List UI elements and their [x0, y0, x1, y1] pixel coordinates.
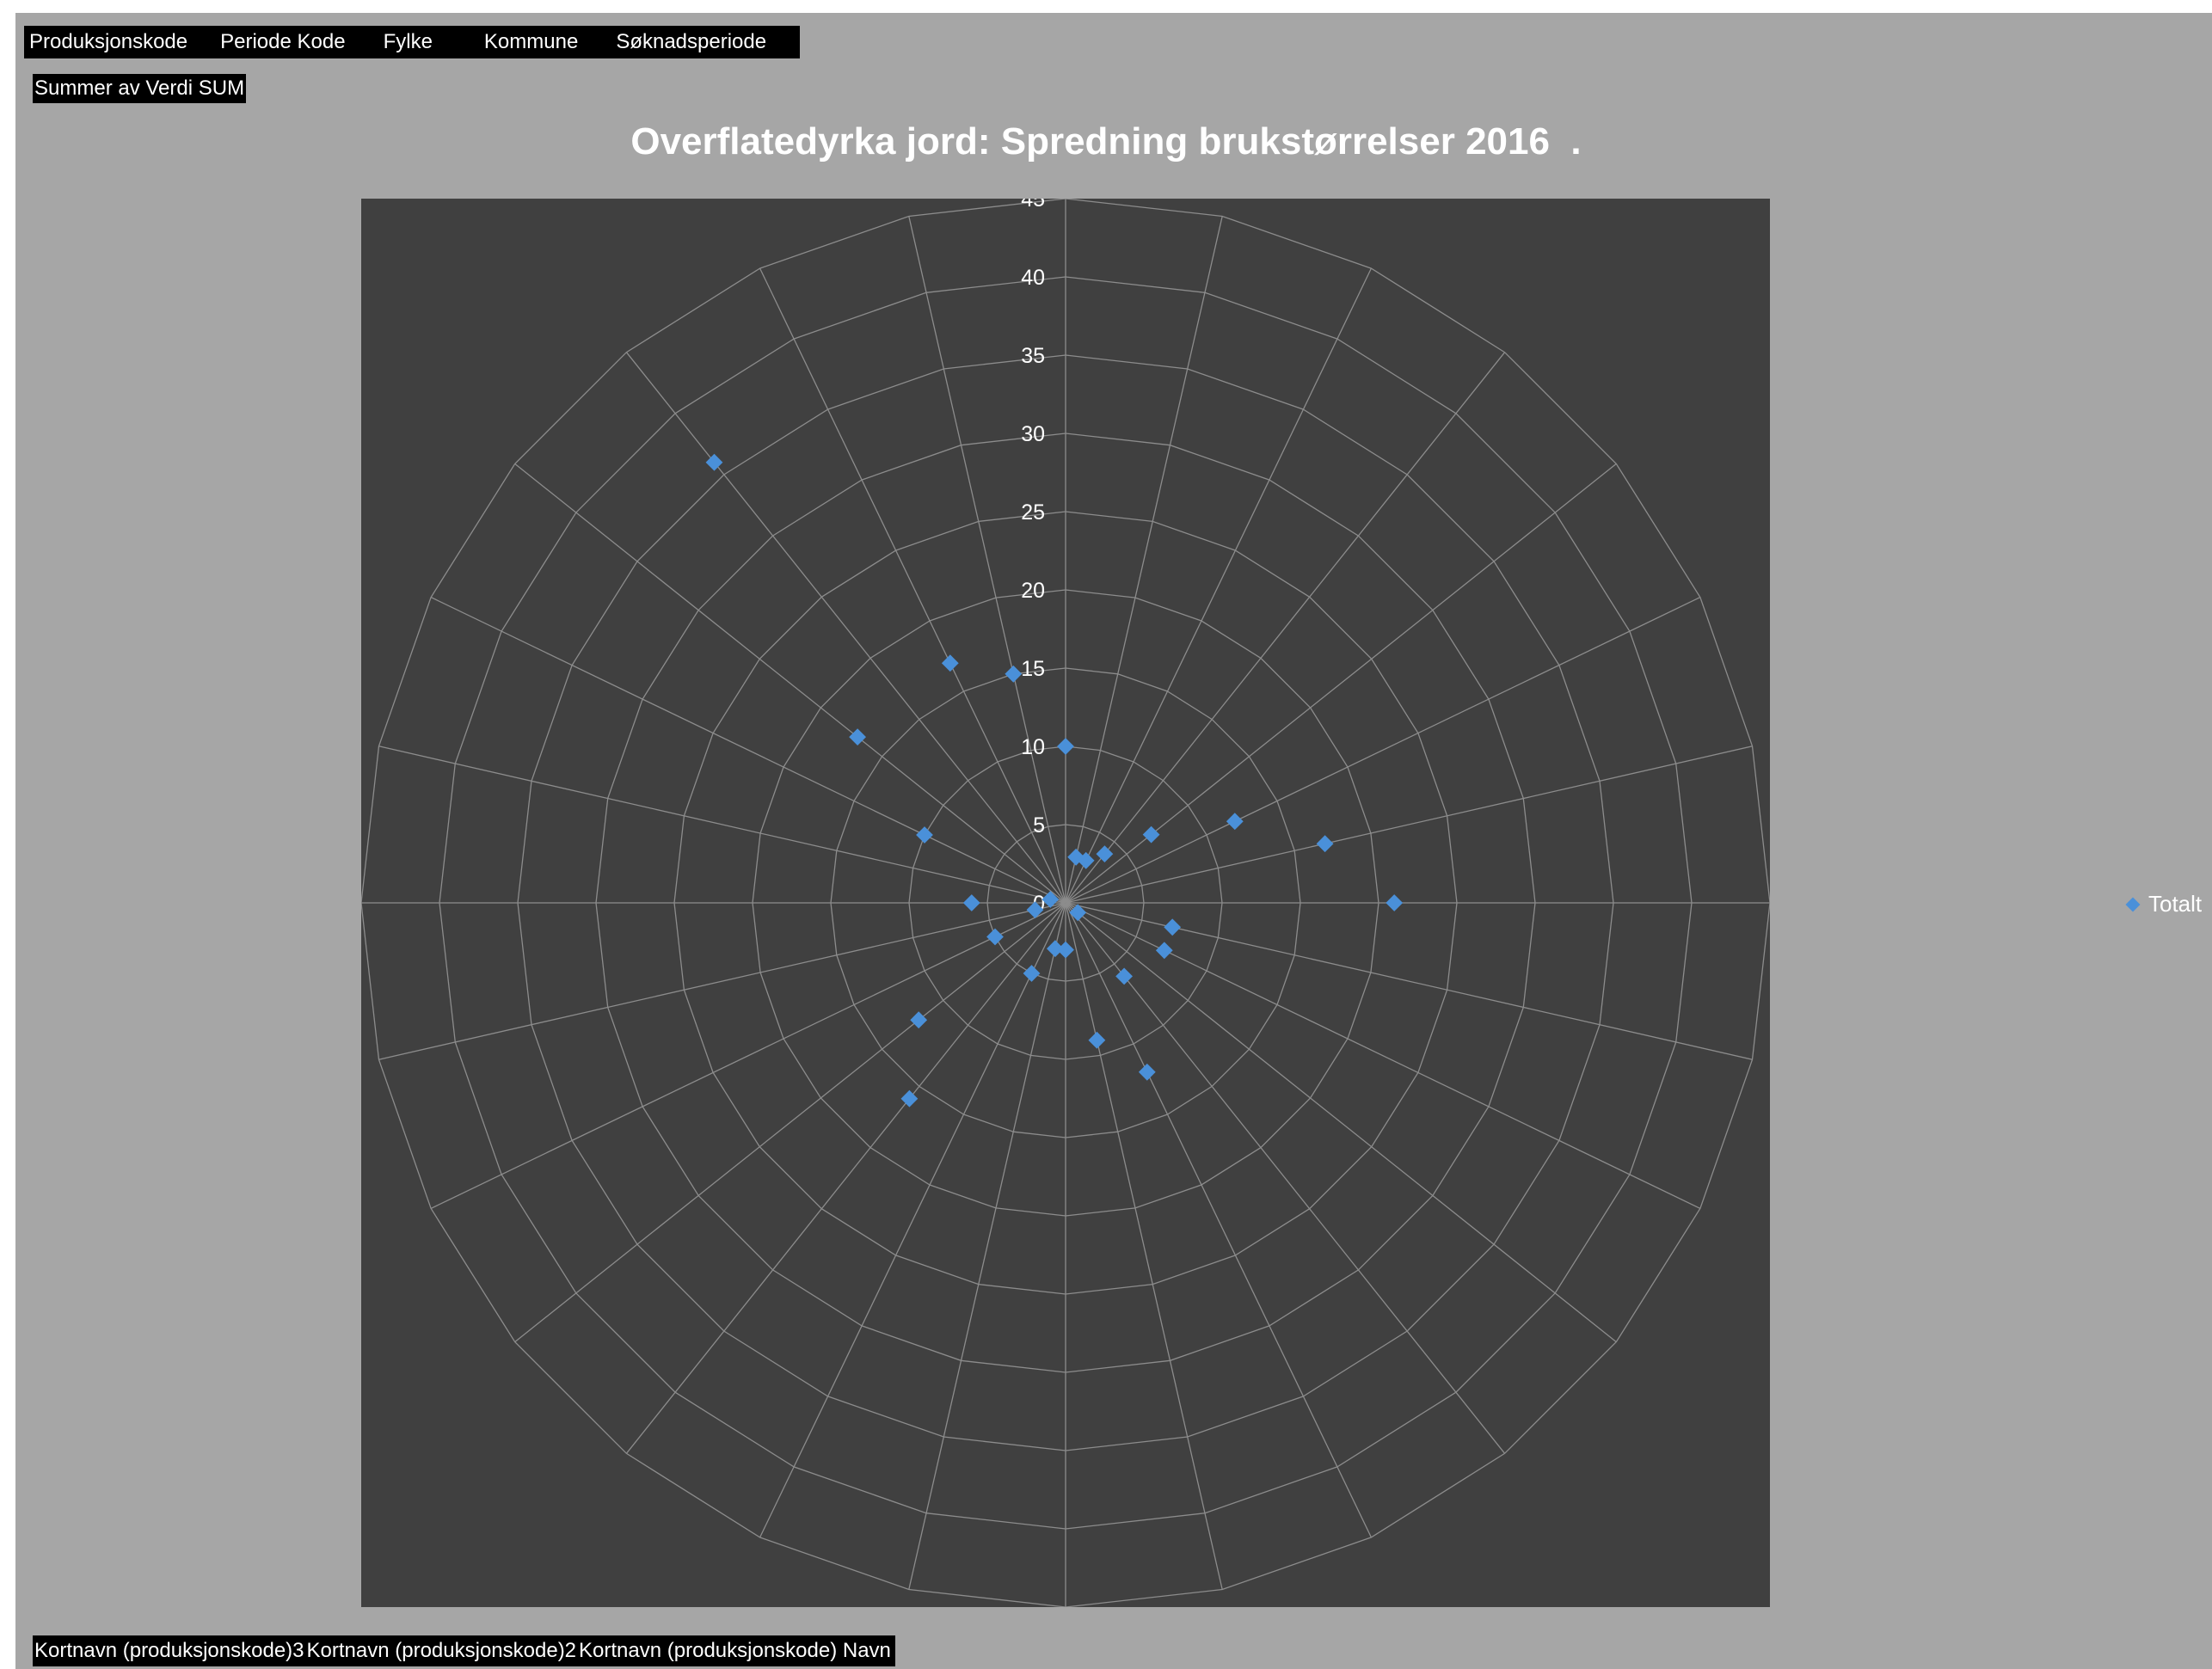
radial-tick-label: 35 [1021, 344, 1045, 368]
data-point [1155, 942, 1173, 960]
radar-spoke [1065, 463, 1617, 904]
legend-entry-totalt: Totalt [2148, 891, 2203, 917]
filter-field-kommune[interactable]: Kommune [483, 30, 579, 53]
value-field-summer-av-verdi-sum[interactable]: Summer av Verdi SUM [34, 77, 245, 100]
pivot-value-field: Summer av Verdi SUM [33, 74, 247, 103]
plot-area: 0 5 10 15 20 25 30 35 40 45 [361, 199, 1770, 1607]
data-point [1057, 941, 1074, 959]
data-point [910, 1011, 928, 1029]
radar-spoke [378, 746, 1066, 904]
radar-spoke [1065, 902, 1506, 1454]
radar-spoke [625, 352, 1066, 904]
radial-tick-label: 5 [1033, 813, 1045, 838]
data-point [962, 894, 980, 911]
radar-spoke [625, 902, 1066, 1454]
radar-spoke [908, 216, 1066, 904]
radar-gridline-ring [361, 199, 1770, 1607]
data-point [1088, 1031, 1106, 1049]
data-point [986, 928, 1004, 946]
radar-spoke [514, 902, 1066, 1343]
radial-tick-label: 45 [1021, 199, 1045, 212]
data-point [916, 826, 933, 844]
axis-field-kortnavn-3[interactable]: Kortnavn (produksjonskode)3 [34, 1639, 304, 1662]
radar-spoke [1065, 902, 1701, 1209]
data-point [1077, 851, 1095, 869]
data-point [900, 1089, 919, 1108]
data-point [941, 654, 959, 672]
axis-field-kortnavn-2[interactable]: Kortnavn (produksjonskode)2 [306, 1639, 577, 1662]
radar-spoke [514, 463, 1066, 904]
radial-tick-label: 25 [1021, 500, 1045, 525]
radial-tick-label: 30 [1021, 422, 1045, 446]
data-point [705, 453, 723, 471]
radar-spoke [1065, 902, 1753, 1060]
radar-spoke [1065, 902, 1223, 1590]
pivot-filter-fields: Produksjonskode Periode Kode Fylke Kommu… [24, 26, 800, 58]
data-point [1057, 738, 1074, 755]
data-point [1041, 891, 1060, 908]
radar-spoke [430, 597, 1066, 904]
legend-marker-diamond-icon [2125, 897, 2141, 911]
radar-spoke [1065, 597, 1701, 904]
data-point [1164, 918, 1182, 936]
radial-tick-label: 40 [1021, 266, 1045, 290]
radar-spoke [759, 902, 1066, 1538]
legend[interactable]: Totalt [2125, 891, 2203, 917]
radar-spoke [1065, 746, 1753, 904]
radial-tick-label: 15 [1021, 657, 1045, 681]
filter-field-periode-kode[interactable]: Periode Kode [220, 30, 346, 53]
radar-spoke [908, 902, 1066, 1590]
data-point [1047, 940, 1064, 958]
data-point [1096, 845, 1114, 862]
radial-tick-label: 20 [1021, 579, 1045, 603]
data-point [1069, 904, 1087, 922]
radar-spoke [759, 267, 1066, 904]
filter-field-produksjonskode[interactable]: Produksjonskode [29, 30, 188, 53]
data-point [1142, 825, 1160, 844]
data-point [1026, 901, 1044, 918]
filter-field-soknadsperiode[interactable]: Søknadsperiode [616, 30, 767, 53]
radar-spoke [378, 902, 1066, 1060]
axis-field-kortnavn-navn[interactable]: Kortnavn (produksjonskode) Navn [579, 1639, 891, 1662]
radar-spoke [1065, 902, 1372, 1538]
radar-spoke [1065, 352, 1506, 904]
radar-spoke [430, 902, 1066, 1209]
data-point [1316, 835, 1334, 853]
radar-spoke [1065, 267, 1372, 904]
radial-tick-label: 10 [1021, 735, 1045, 759]
data-point [1005, 665, 1023, 683]
filter-field-fylke[interactable]: Fylke [383, 30, 433, 53]
data-point [1115, 967, 1133, 985]
pivot-axis-fields: Kortnavn (produksjonskode)3 Kortnavn (pr… [33, 1635, 895, 1666]
data-point [1226, 813, 1244, 831]
data-point [1386, 894, 1404, 911]
data-point [849, 728, 866, 746]
data-point [1023, 965, 1041, 982]
radar-spoke [1065, 216, 1223, 904]
radar-spoke [1065, 902, 1617, 1343]
chart-title: Overflatedyrka jord: Spredning brukstørr… [630, 120, 1582, 163]
data-point [1138, 1063, 1156, 1081]
